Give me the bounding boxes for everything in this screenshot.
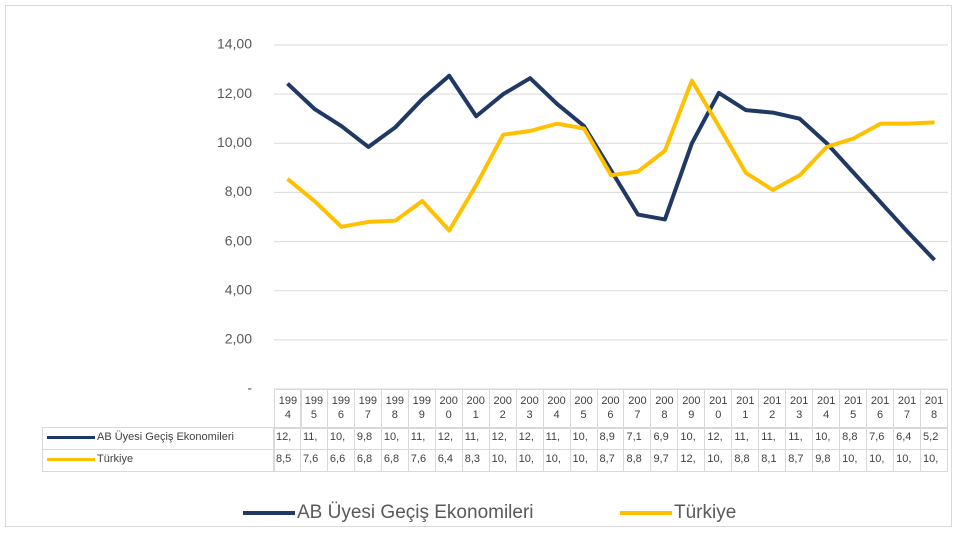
y-tick-label: 14,00 [217,36,252,52]
table-year: 1997 [353,389,382,429]
table-value: 9,8 [353,427,382,450]
table-value: 10, [812,427,841,450]
table-year: 2003 [515,389,544,429]
table-value: 10, [542,449,571,472]
chart-frame [5,5,952,527]
table-year: 2015 [839,389,868,429]
table-year: 2010 [704,389,733,429]
table-year: 2004 [542,389,571,429]
table-year: 2001 [461,389,490,429]
table-series-label: Türkiye [42,449,275,472]
table-value: 10, [380,427,409,450]
table-value: 10, [488,449,517,472]
table-value: 12, [434,427,463,450]
table-value: 10, [569,427,598,450]
table-series-name: Türkiye [97,453,134,465]
legend-swatch [47,436,95,439]
table-value: 11, [542,427,571,450]
table-value: 7,6 [299,449,328,472]
table-year: 1994 [274,389,302,429]
y-tick-label: 2,00 [225,331,252,347]
table-value: 10, [326,427,355,450]
table-year: 2007 [623,389,652,429]
table-year: 1998 [380,389,409,429]
table-value: 10, [893,449,922,472]
legend-label: Türkiye [674,502,736,523]
table-value: 12, [704,427,733,450]
table-value: 11, [731,427,760,450]
table-year: 2012 [758,389,787,429]
table-value: 11, [407,427,436,450]
table-value: 12, [677,449,706,472]
table-year: 2009 [677,389,706,429]
table-year: 1999 [407,389,436,429]
table-year: 2008 [650,389,679,429]
legend-swatch [47,458,95,461]
table-year: 1996 [326,389,355,429]
series-line [286,73,936,262]
table-year: 2000 [434,389,463,429]
table-year: 1995 [299,389,328,429]
table-value: 7,6 [866,427,895,450]
table-value: 10, [515,449,544,472]
y-tick-label: 12,00 [217,85,252,101]
table-value: 12, [273,427,301,450]
table-value: 9,7 [650,449,679,472]
table-value: 8,3 [461,449,490,472]
y-tick-label: 10,00 [217,134,252,150]
table-value: 6,6 [326,449,355,472]
table-value: 6,4 [893,427,922,450]
table-value: 10, [839,449,868,472]
table-year: 2002 [488,389,517,429]
table-value: 8,5 [273,449,301,472]
table-value: 6,8 [380,449,409,472]
y-tick-label: 4,00 [225,281,252,297]
table-value: 10, [920,449,948,472]
table-year: 2006 [596,389,625,429]
table-year: 2005 [569,389,598,429]
table-value: 10, [677,427,706,450]
series-line [286,78,935,233]
y-tick-label: 8,00 [225,183,252,199]
table-value: 11, [785,427,814,450]
table-value: 6,8 [353,449,382,472]
table-value: 7,1 [623,427,652,450]
table-value: 8,8 [623,449,652,472]
table-value: 11, [461,427,490,450]
table-year: 2016 [866,389,895,429]
table-series-name: AB Üyesi Geçiş Ekonomileri [97,431,234,443]
table-value: 7,6 [407,449,436,472]
legend-label: AB Üyesi Geçiş Ekonomileri [297,502,534,523]
table-year: 2013 [785,389,814,429]
table-value: 12, [515,427,544,450]
table-value: 8,8 [731,449,760,472]
table-value: 10, [569,449,598,472]
table-year: 2018 [920,389,948,429]
table-value: 8,7 [596,449,625,472]
table-value: 8,8 [839,427,868,450]
table-value: 6,4 [434,449,463,472]
y-tick-label: - [247,380,252,396]
table-value: 8,1 [758,449,787,472]
table-year: 2017 [893,389,922,429]
table-value: 11, [299,427,328,450]
table-value: 9,8 [812,449,841,472]
table-value: 6,9 [650,427,679,450]
table-value: 8,7 [785,449,814,472]
table-value: 10, [866,449,895,472]
table-series-label: AB Üyesi Geçiş Ekonomileri [42,427,275,450]
y-tick-label: 6,00 [225,232,252,248]
table-value: 11, [758,427,787,450]
table-year: 2011 [731,389,760,429]
table-year: 2014 [812,389,841,429]
table-value: 10, [704,449,733,472]
table-value: 8,9 [596,427,625,450]
table-value: 12, [488,427,517,450]
table-value: 5,2 [920,427,948,450]
